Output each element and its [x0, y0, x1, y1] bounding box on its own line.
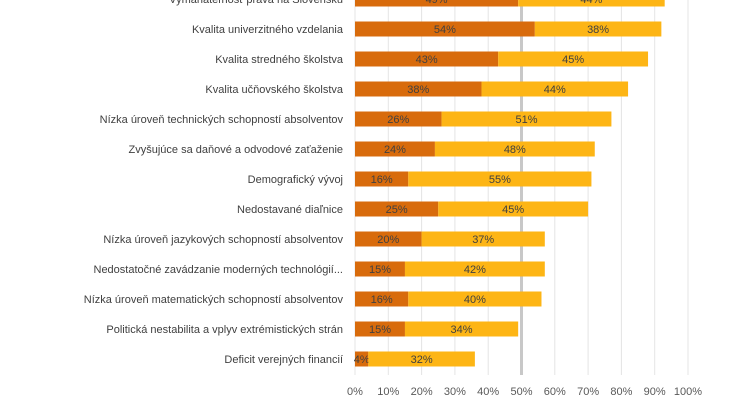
- category-label: Kvalita učňovského školstva: [205, 84, 343, 96]
- bar-series-2: [438, 201, 589, 217]
- x-tick-label: 20%: [411, 386, 433, 398]
- x-tick-label: 100%: [674, 386, 702, 398]
- x-tick-label: 0%: [347, 386, 363, 398]
- x-tick-label: 80%: [610, 386, 632, 398]
- category-label: Kvalita univerzitného vzdelania: [192, 24, 344, 36]
- data-label: 45%: [562, 54, 584, 66]
- bar-series-1: [355, 291, 409, 307]
- data-label: 25%: [386, 204, 408, 216]
- data-label: 42%: [464, 264, 486, 276]
- data-label: 16%: [371, 174, 393, 186]
- bar-series-1: [355, 0, 519, 7]
- data-label: 49%: [426, 0, 448, 6]
- data-label: 34%: [451, 324, 473, 336]
- bar-series-2: [518, 0, 665, 7]
- bar-series-2: [534, 21, 662, 37]
- data-label: 44%: [544, 84, 566, 96]
- x-tick-label: 40%: [477, 386, 499, 398]
- category-label: Kvalita stredného školstva: [215, 54, 344, 66]
- bar-series-2: [421, 231, 545, 247]
- data-label: 32%: [411, 354, 433, 366]
- bar-series-1: [355, 351, 369, 367]
- bar-series-1: [355, 201, 439, 217]
- data-label: 55%: [489, 174, 511, 186]
- bar-series-1: [355, 321, 405, 337]
- x-tick-label: 10%: [377, 386, 399, 398]
- x-tick-label: 60%: [544, 386, 566, 398]
- data-label: 38%: [587, 24, 609, 36]
- x-tick-label: 30%: [444, 386, 466, 398]
- data-label: 24%: [384, 144, 406, 156]
- bar-series-1: [355, 171, 409, 187]
- bar-series-2: [498, 51, 649, 67]
- data-label: 43%: [416, 54, 438, 66]
- category-label: Nízka úroveň jazykových schopností absol…: [103, 234, 343, 246]
- bar-series-1: [355, 231, 422, 247]
- category-label: Deficit verejných financií: [224, 354, 343, 366]
- data-label: 48%: [504, 144, 526, 156]
- bar-series-1: [355, 261, 405, 277]
- category-label: Nízka úroveň technických schopností abso…: [100, 114, 344, 126]
- data-label: 4%: [354, 354, 370, 366]
- bar-series-1: [355, 141, 435, 157]
- data-label: 15%: [369, 324, 391, 336]
- bar-series-2: [404, 321, 519, 337]
- data-label: 51%: [515, 114, 537, 126]
- category-label: Nedostavané diaľnice: [237, 204, 343, 216]
- bar-series-2: [368, 351, 475, 367]
- data-label: 15%: [369, 264, 391, 276]
- bar-series-2: [481, 81, 629, 97]
- data-label: 16%: [371, 294, 393, 306]
- category-label: Nedostatočné zavádzanie moderných techno…: [94, 264, 344, 276]
- bar-series-2: [441, 111, 612, 127]
- bar-series-2: [404, 261, 545, 277]
- x-tick-label: 70%: [577, 386, 599, 398]
- category-label: Vymáhateľnosť práva na Slovensku: [169, 0, 343, 6]
- category-label: Nízka úroveň matematických schopností ab…: [84, 294, 344, 306]
- category-label: Demografický vývoj: [248, 174, 343, 186]
- bar-series-2: [434, 141, 595, 157]
- bar-series-2: [408, 171, 592, 187]
- category-label: Politická nestabilita a vplyv extrémisti…: [106, 324, 343, 336]
- bar-series-1: [355, 81, 482, 97]
- data-label: 45%: [502, 204, 524, 216]
- bar-series-1: [355, 21, 535, 37]
- data-label: 54%: [434, 24, 456, 36]
- data-label: 37%: [472, 234, 494, 246]
- data-label: 26%: [387, 114, 409, 126]
- data-label: 20%: [377, 234, 399, 246]
- x-tick-label: 50%: [510, 386, 532, 398]
- data-label: 38%: [407, 84, 429, 96]
- x-tick-label: 90%: [644, 386, 666, 398]
- data-label: 40%: [464, 294, 486, 306]
- bar-series-2: [408, 291, 542, 307]
- data-label: 44%: [580, 0, 602, 6]
- bar-series-1: [355, 51, 499, 67]
- category-label: Zvyšujúce sa daňové a odvodové zaťaženie: [129, 144, 343, 156]
- bar-series-1: [355, 111, 442, 127]
